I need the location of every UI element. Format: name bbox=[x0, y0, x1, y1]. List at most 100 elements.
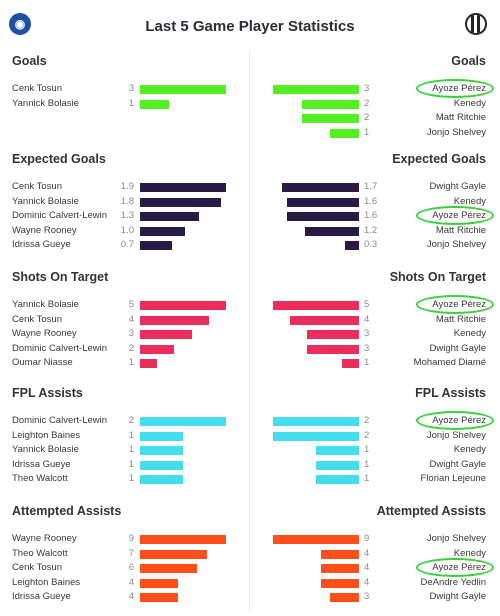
player-name-left: Yannick Bolasie bbox=[12, 299, 79, 310]
stat-value-right: 1 bbox=[364, 357, 370, 369]
stat-value-left: 1 bbox=[128, 473, 134, 485]
stat-value-left: 1.3 bbox=[120, 210, 134, 222]
stat-bar-right bbox=[330, 593, 359, 603]
stat-value-right: 1.6 bbox=[364, 210, 378, 222]
player-name-right: Matt Ritchie bbox=[435, 313, 486, 325]
stat-value-right: 2 bbox=[364, 112, 370, 124]
player-name-right: Ayoze Pérez bbox=[432, 83, 486, 94]
player-name-right: Jonjo Shelvey bbox=[426, 239, 486, 251]
player-name-right: Dwight Gayle bbox=[429, 458, 487, 470]
player-name-left: Yannick Bolasie bbox=[12, 444, 79, 456]
stat-value-right: 2 bbox=[364, 97, 370, 109]
stat-bar-right bbox=[305, 226, 359, 236]
stat-value-left: 5 bbox=[128, 299, 134, 310]
section-title-left: FPL Assists bbox=[12, 386, 83, 400]
stat-bar-right bbox=[321, 564, 359, 574]
stat-value-right: 4 bbox=[364, 562, 370, 574]
stat-bar-right bbox=[321, 549, 359, 559]
stat-bar-left bbox=[140, 315, 209, 325]
section-title-right: Attempted Assists bbox=[376, 504, 486, 518]
player-name-left: Cenk Tosun bbox=[12, 181, 62, 192]
section-title-right: Shots On Target bbox=[389, 270, 486, 284]
stat-value-right: 3 bbox=[364, 328, 370, 340]
stat-bar-left bbox=[140, 212, 199, 222]
stat-bar-left bbox=[140, 330, 192, 340]
stat-value-right: 1.7 bbox=[364, 181, 378, 192]
player-name-left: Yannick Bolasie bbox=[12, 195, 79, 207]
stat-bar-left bbox=[140, 578, 178, 588]
player-name-left: Oumar Niasse bbox=[12, 357, 73, 369]
player-name-left: Leighton Baines bbox=[12, 576, 81, 588]
stat-value-left: 0.7 bbox=[120, 239, 134, 251]
stat-bar-left bbox=[140, 226, 185, 236]
stat-bar-left bbox=[140, 535, 226, 544]
player-name-right: DeAndre Yedlin bbox=[420, 576, 487, 588]
stat-value-left: 1.0 bbox=[120, 224, 134, 236]
player-name-right: Matt Ritchie bbox=[435, 224, 486, 236]
stat-bar-right bbox=[330, 128, 359, 138]
player-name-left: Leighton Baines bbox=[12, 429, 81, 441]
stat-bar-left bbox=[140, 446, 183, 456]
player-name-right: Kenedy bbox=[453, 547, 486, 559]
player-name-left: Yannick Bolasie bbox=[12, 97, 79, 109]
stat-bar-right bbox=[273, 85, 359, 94]
stat-bar-right bbox=[307, 344, 359, 354]
stat-bar-right bbox=[282, 183, 359, 192]
stat-value-right: 9 bbox=[364, 533, 370, 544]
player-name-left: Cenk Tosun bbox=[12, 83, 62, 94]
stat-bar-left bbox=[140, 564, 197, 574]
stat-bar-left bbox=[140, 99, 169, 109]
stat-bar-right bbox=[287, 197, 359, 207]
stat-bar-right bbox=[290, 315, 359, 325]
player-name-right: Ayoze Pérez bbox=[432, 299, 486, 310]
player-name-right: Jonjo Shelvey bbox=[426, 429, 486, 441]
player-name-right: Dwight Gayle bbox=[429, 591, 487, 603]
player-name-left: Dominic Calvert-Lewin bbox=[12, 342, 108, 354]
stat-bar-left bbox=[140, 301, 226, 310]
player-name-right: Kenedy bbox=[453, 97, 486, 109]
player-name-left: Idrissa Gueye bbox=[12, 239, 71, 251]
player-name-left: Wayne Rooney bbox=[12, 533, 77, 544]
stat-bar-left bbox=[140, 475, 183, 485]
stat-value-right: 2 bbox=[364, 415, 370, 426]
player-name-right: Ayoze Pérez bbox=[432, 562, 486, 574]
stat-value-left: 1.9 bbox=[120, 181, 134, 192]
stat-bar-right bbox=[273, 431, 359, 441]
center-divider bbox=[249, 50, 250, 610]
player-name-left: Dominic Calvert-Lewin bbox=[12, 210, 108, 222]
stat-value-left: 3 bbox=[128, 83, 134, 94]
stat-value-left: 4 bbox=[128, 591, 134, 603]
stat-value-right: 4 bbox=[364, 576, 370, 588]
section-title-left: Attempted Assists bbox=[12, 504, 122, 518]
section-title-left: Shots On Target bbox=[12, 270, 109, 284]
stat-value-left: 1 bbox=[128, 97, 134, 109]
stat-bar-left bbox=[140, 85, 226, 94]
stat-value-right: 4 bbox=[364, 547, 370, 559]
stat-value-left: 4 bbox=[128, 313, 134, 325]
player-name-right: Matt Ritchie bbox=[435, 112, 486, 124]
stat-bar-left bbox=[140, 431, 183, 441]
striped-crest-logo-icon bbox=[465, 13, 487, 35]
player-name-right: Ayoze Pérez bbox=[432, 210, 486, 222]
stat-value-right: 0.3 bbox=[364, 239, 378, 251]
stat-bar-right bbox=[287, 212, 359, 222]
stat-value-right: 3 bbox=[364, 342, 370, 354]
stat-value-right: 2 bbox=[364, 429, 370, 441]
stat-bar-right bbox=[345, 241, 359, 251]
stat-bar-right bbox=[302, 114, 359, 124]
stat-bar-right bbox=[273, 417, 359, 426]
stat-value-left: 4 bbox=[128, 576, 134, 588]
stat-value-left: 1 bbox=[128, 429, 134, 441]
player-name-right: Dwight Gayle bbox=[429, 342, 487, 354]
player-name-left: Cenk Tosun bbox=[12, 562, 62, 574]
stat-bar-left bbox=[140, 460, 183, 470]
stat-value-right: 1 bbox=[364, 458, 370, 470]
stat-bar-left bbox=[140, 183, 226, 192]
player-name-right: Mohamed Diamé bbox=[413, 357, 486, 369]
section-title-right: FPL Assists bbox=[415, 386, 486, 400]
stat-value-left: 1 bbox=[128, 444, 134, 456]
stat-bar-right bbox=[321, 578, 359, 588]
section-title-left: Expected Goals bbox=[12, 152, 106, 166]
stat-value-left: 9 bbox=[128, 533, 134, 544]
player-name-right: Jonjo Shelvey bbox=[426, 533, 486, 544]
